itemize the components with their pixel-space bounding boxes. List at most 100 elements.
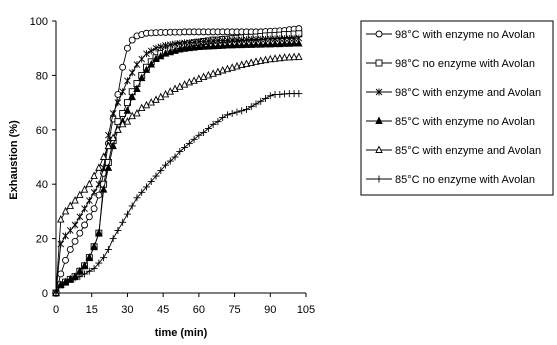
data-point: [228, 109, 236, 117]
data-point: [90, 171, 98, 179]
marker-triangle-filled: [199, 42, 208, 50]
data-point: [280, 39, 289, 47]
x-tick-label: 30: [121, 304, 133, 316]
legend-item-1: 98°C with enzyme no Avolan: [366, 29, 535, 41]
data-point: [171, 84, 179, 92]
series-line: [55, 93, 299, 294]
data-point: [119, 88, 126, 96]
data-point: [123, 44, 131, 52]
legend-swatch-marker: [375, 175, 383, 183]
data-point: [261, 39, 270, 48]
data-point: [199, 42, 208, 50]
data-point: [124, 77, 131, 85]
data-point: [152, 44, 160, 52]
data-point: [176, 82, 184, 90]
x-tick-label: 105: [297, 304, 315, 316]
data-point: [190, 135, 198, 143]
series-1: [52, 25, 303, 297]
legend: 98°C with enzyme no Avolan 98°C no enzyme…: [360, 20, 554, 196]
marker-triangle: [171, 84, 179, 92]
marker-triangle: [257, 56, 265, 64]
data-point: [71, 221, 79, 229]
data-point: [285, 52, 294, 61]
marker-triangle: [123, 117, 132, 125]
marker-triangle-filled: [85, 253, 94, 261]
data-point: [280, 53, 289, 61]
data-point: [142, 183, 150, 191]
data-point: [261, 55, 270, 64]
data-point: [57, 270, 65, 278]
legend-item-5: 85°C with enzyme and Avolan: [366, 145, 541, 157]
marker-triangle-filled: [133, 84, 141, 92]
marker-triangle: [57, 215, 65, 223]
marker-triangle-filled: [252, 40, 260, 48]
y-tick-label: 60: [36, 125, 48, 137]
legend-item-2: 98°C no enzyme with Avolan: [366, 58, 535, 70]
data-point: [233, 40, 241, 49]
marker-circle: [62, 256, 69, 264]
data-point: [214, 41, 222, 49]
marker-triangle: [180, 80, 189, 88]
data-point: [104, 163, 113, 171]
data-point: [190, 43, 198, 51]
marker-triangle-filled: [209, 41, 217, 50]
data-point: [147, 47, 155, 55]
data-point: [223, 111, 231, 119]
data-point: [271, 39, 279, 48]
marker-triangle-filled: [142, 65, 151, 73]
data-point: [266, 92, 274, 100]
marker-triangle: [90, 171, 98, 179]
data-point: [209, 120, 217, 128]
data-point: [123, 210, 131, 218]
x-tick-label: 45: [157, 304, 169, 316]
series-line: [55, 28, 299, 294]
x-tick-label: 90: [264, 304, 276, 316]
data-point: [157, 167, 165, 175]
data-point: [285, 39, 294, 47]
marker-triangle-filled: [285, 39, 294, 47]
marker-triangle-filled: [185, 43, 194, 52]
data-point: [66, 275, 74, 283]
data-point: [104, 141, 113, 150]
data-point: [86, 197, 93, 205]
data-point: [152, 172, 160, 180]
data-point: [99, 152, 108, 160]
data-point: [176, 148, 184, 156]
data-point: [171, 153, 179, 161]
data-point: [128, 69, 136, 77]
axes: 0 20 40 60 80 100 0 15 30 45 60 75 90 105: [30, 16, 316, 316]
data-point: [180, 80, 189, 88]
data-point: [57, 215, 65, 223]
data-point: [109, 109, 117, 117]
legend-label: 98°C no enzyme with Avolan: [395, 58, 535, 70]
data-point: [71, 196, 79, 204]
legend-item-6: 85°C no enzyme with Avolan: [366, 174, 535, 186]
x-tick-label: 0: [53, 304, 59, 316]
data-point: [147, 177, 155, 185]
data-point: [62, 278, 70, 286]
data-point: [257, 40, 265, 48]
data-point: [223, 40, 232, 49]
data-point: [238, 107, 246, 115]
data-point: [185, 43, 194, 52]
data-point: [85, 267, 93, 275]
data-point: [114, 99, 122, 107]
marker-triangle: [61, 206, 70, 215]
marker-triangle: [276, 53, 284, 62]
data-point: [123, 106, 132, 114]
marker-triangle: [109, 133, 117, 141]
data-point: [185, 139, 193, 147]
y-tick-label: 20: [36, 234, 48, 246]
x-tick-label: 75: [228, 304, 240, 316]
legend-swatch-marker: [375, 59, 383, 67]
data-point: [138, 55, 146, 63]
marker-triangle: [280, 53, 289, 61]
y-tick-label: 100: [30, 16, 48, 28]
data-point: [104, 245, 112, 253]
data-point: [247, 103, 255, 111]
data-point: [76, 229, 84, 237]
legend-label: 85°C with enzyme no Avolan: [395, 116, 535, 128]
marker-circle: [114, 90, 122, 98]
marker-triangle-filled: [109, 141, 117, 150]
